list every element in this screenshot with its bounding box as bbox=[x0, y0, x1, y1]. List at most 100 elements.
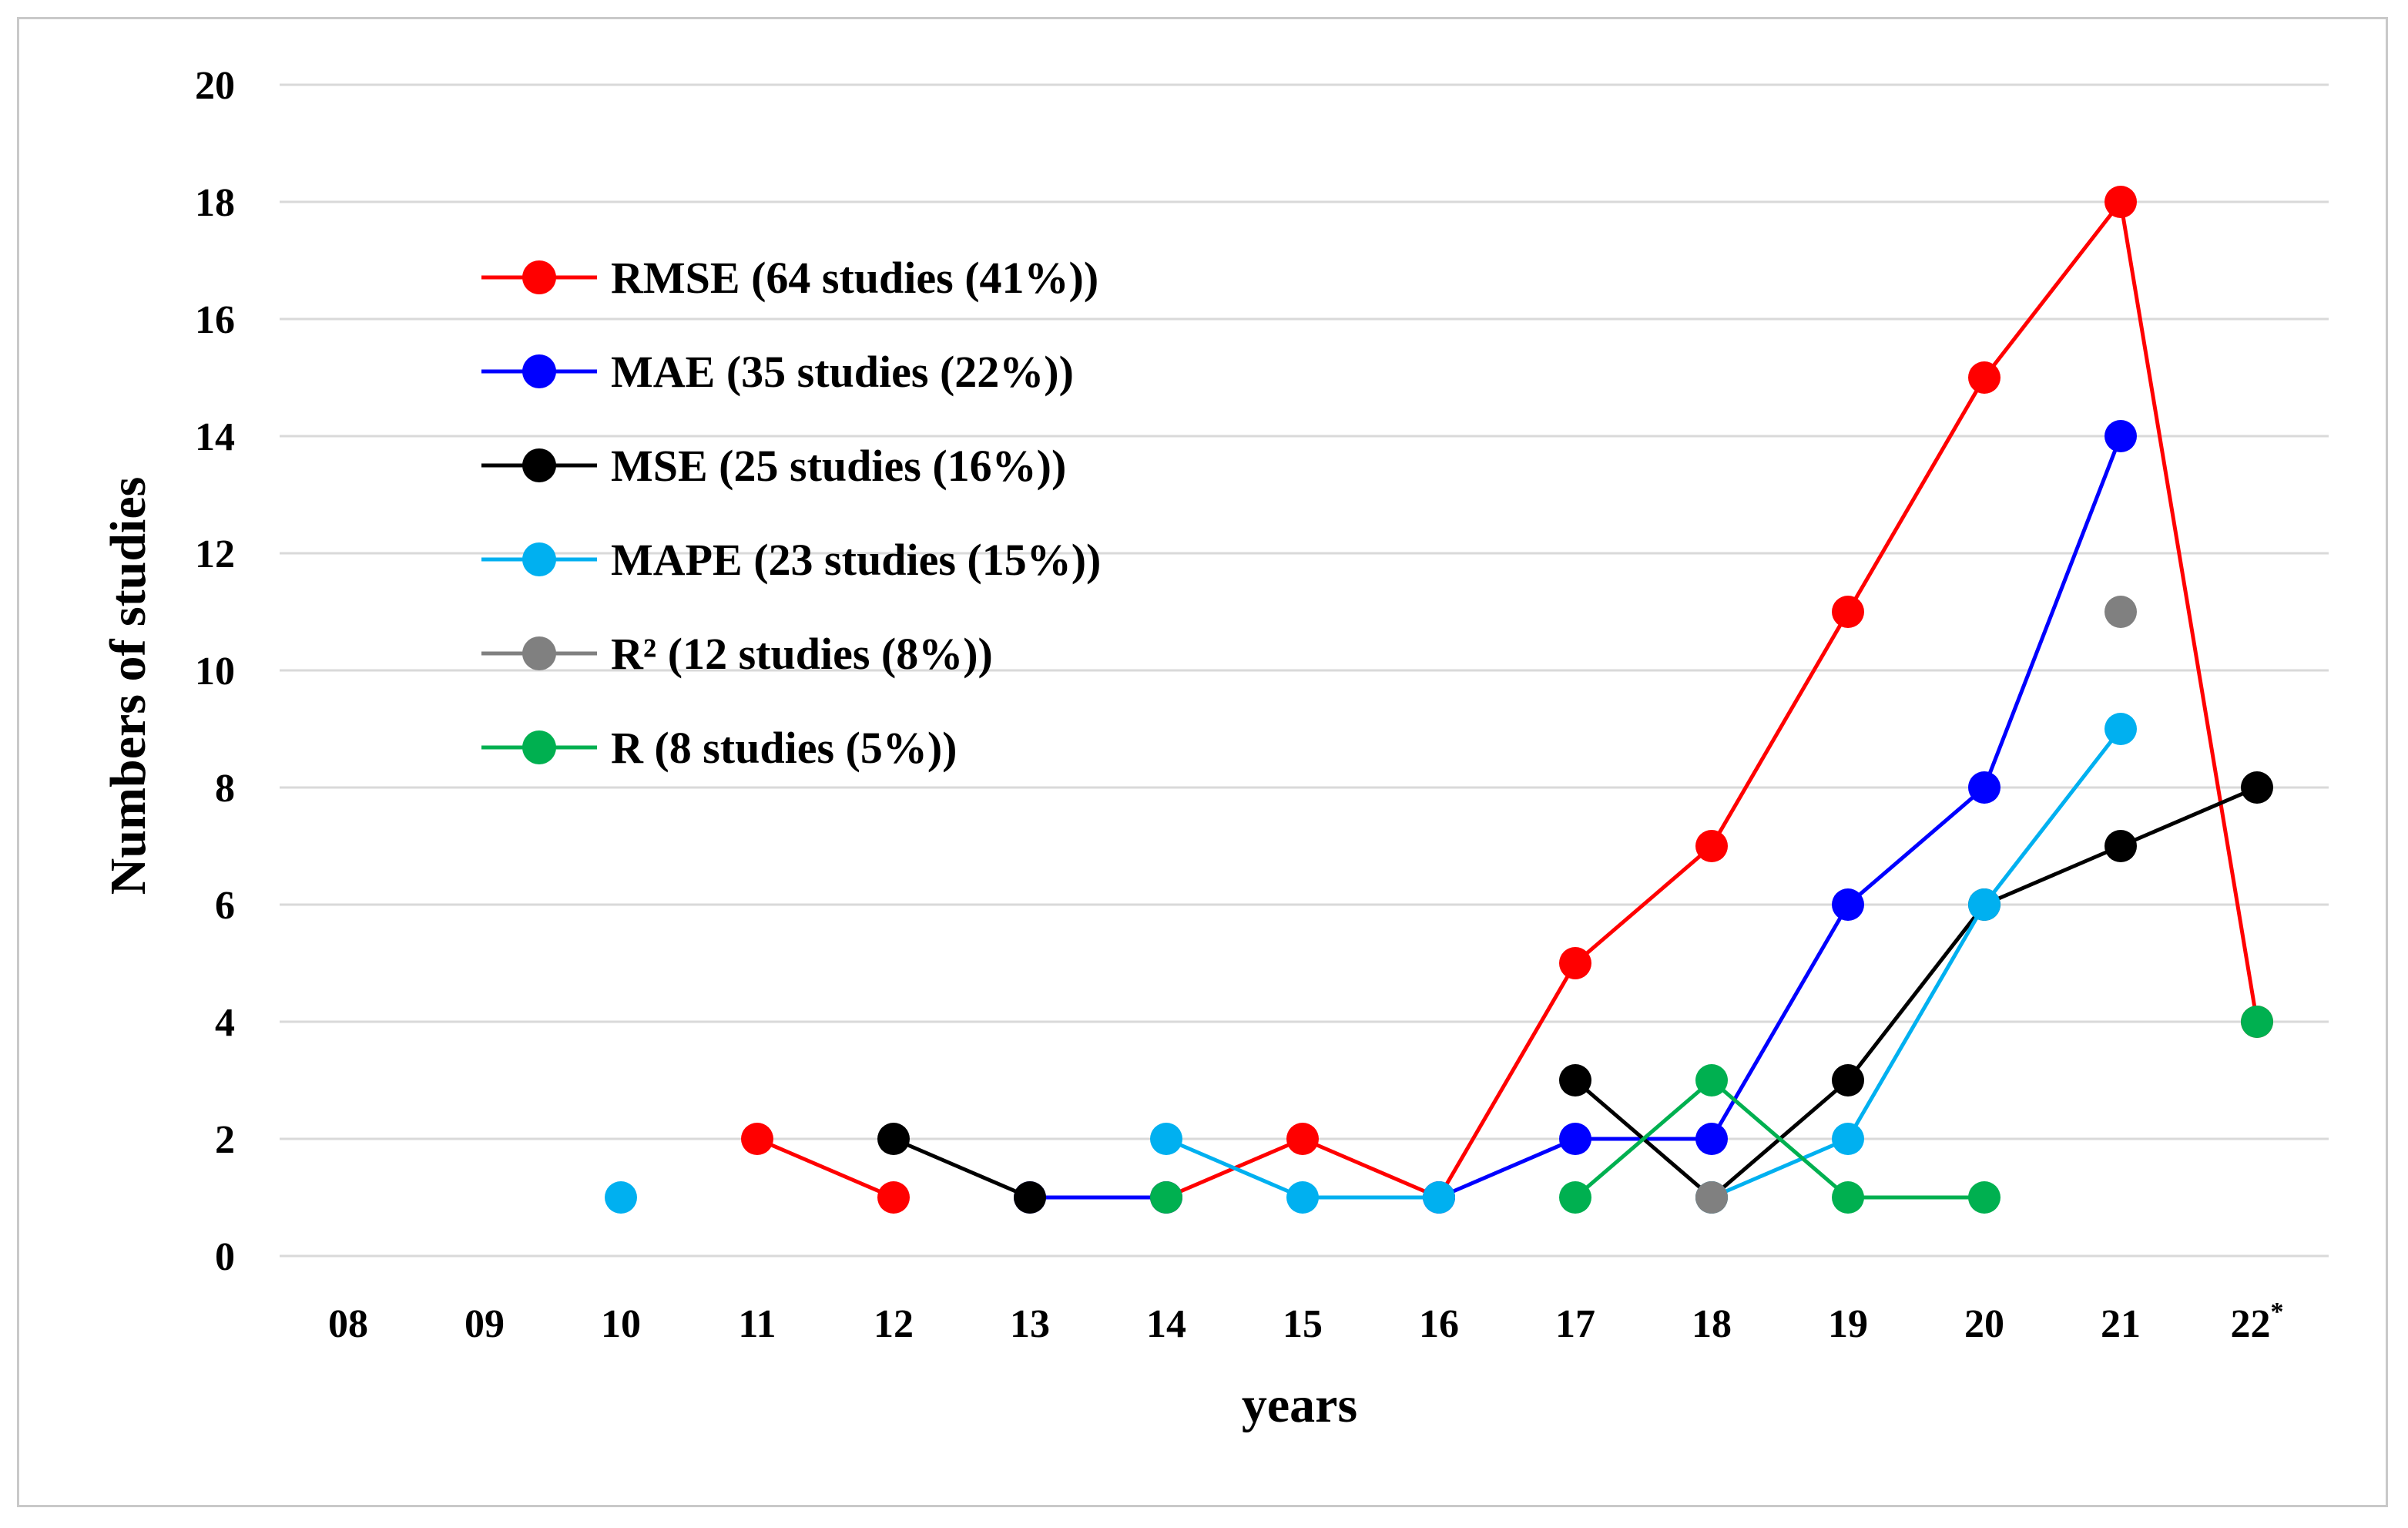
y-tick-label: 14 bbox=[195, 415, 235, 459]
series-4 bbox=[1695, 596, 2137, 1214]
x-tick-label: 10 bbox=[601, 1302, 641, 1346]
data-point bbox=[1559, 1064, 1591, 1096]
series-line-segment bbox=[1710, 1079, 1850, 1199]
y-tick-label: 12 bbox=[195, 532, 235, 576]
y-tick-label: 8 bbox=[215, 767, 235, 811]
series-3 bbox=[605, 713, 2137, 1214]
x-tick-label: 14 bbox=[1146, 1302, 1186, 1346]
data-point bbox=[1832, 1123, 1864, 1155]
series-line-segment bbox=[1846, 376, 1987, 613]
legend-label: R (8 studies (5%)) bbox=[611, 723, 957, 773]
legend-marker bbox=[522, 448, 556, 482]
data-point bbox=[1695, 1181, 1728, 1214]
legend-marker bbox=[522, 260, 556, 294]
y-tick-labels: 0 2 4 6 8 10 12 14 16 18 20 bbox=[195, 64, 235, 1279]
data-point bbox=[877, 1181, 910, 1214]
data-point bbox=[1559, 1123, 1591, 1155]
series-line-segment bbox=[1846, 903, 1987, 1140]
gridlines bbox=[280, 83, 2329, 1258]
data-point bbox=[1968, 361, 2001, 394]
series-line-segment bbox=[1983, 200, 2122, 379]
legend-item: MAPE (23 studies (15%)) bbox=[481, 535, 1101, 585]
data-point bbox=[741, 1123, 773, 1155]
data-point bbox=[2104, 420, 2137, 452]
x-tick-label: 22* bbox=[2231, 1298, 2284, 1346]
legend-item: R (8 studies (5%)) bbox=[481, 723, 957, 773]
data-point bbox=[2241, 771, 2273, 804]
series-5 bbox=[1150, 1006, 2273, 1214]
data-point bbox=[1968, 888, 2001, 921]
legend-item: MSE (25 studies (16%)) bbox=[481, 441, 1066, 491]
series-line-segment bbox=[2120, 785, 2258, 848]
data-point bbox=[1559, 947, 1591, 979]
data-point bbox=[1968, 1181, 2001, 1214]
legend-label: MSE (25 studies (16%)) bbox=[611, 441, 1066, 491]
data-point bbox=[2104, 186, 2137, 218]
x-tick-label: 16 bbox=[1419, 1302, 1459, 1346]
series-line-segment bbox=[1846, 903, 1986, 1082]
data-point bbox=[2104, 596, 2137, 628]
legend-item: RMSE (64 studies (41%)) bbox=[481, 253, 1098, 303]
legend-label: RMSE (64 studies (41%)) bbox=[611, 253, 1098, 303]
series-line-segment bbox=[2118, 201, 2259, 1023]
y-tick-label: 16 bbox=[195, 298, 235, 342]
legend-label: MAE (35 studies (22%)) bbox=[611, 347, 1074, 397]
data-point bbox=[2104, 830, 2137, 862]
data-point bbox=[1150, 1181, 1182, 1214]
data-point bbox=[1832, 1064, 1864, 1096]
data-point bbox=[1832, 596, 1864, 628]
x-tick-label: 12 bbox=[874, 1302, 914, 1346]
data-point bbox=[1832, 1181, 1864, 1214]
data-point bbox=[605, 1181, 637, 1214]
data-point bbox=[2241, 1006, 2273, 1038]
x-tick-labels: 08 09 10 11 12 13 14 15 16 17 18 19 20 21 22* bbox=[328, 1298, 2284, 1346]
data-point bbox=[1286, 1181, 1319, 1214]
legend-label: MAPE (23 studies (15%)) bbox=[611, 535, 1101, 585]
data-point bbox=[2104, 713, 2137, 745]
data-point bbox=[1150, 1123, 1182, 1155]
series-line-segment bbox=[1709, 610, 1850, 848]
legend-marker bbox=[522, 636, 556, 670]
x-axis-title: years bbox=[1242, 1377, 1357, 1433]
x-tick-label: 18 bbox=[1692, 1302, 1732, 1346]
y-tick-label: 20 bbox=[195, 64, 235, 108]
line-chart: 0 2 4 6 8 10 12 14 16 18 20 08 09 10 11 12 13 14 15 16 17 18… bbox=[100, 64, 2329, 1433]
legend-marker bbox=[522, 730, 556, 764]
series-line-segment bbox=[1574, 1079, 1713, 1199]
series-line-segment bbox=[1846, 786, 1986, 906]
data-point bbox=[1286, 1123, 1319, 1155]
data-point bbox=[1695, 830, 1728, 862]
y-axis-title: Numbers of studies bbox=[100, 477, 156, 895]
data-point bbox=[1695, 1123, 1728, 1155]
data-point bbox=[1014, 1181, 1046, 1214]
legend: RMSE (64 studies (41%)) MAE (35 studies (… bbox=[481, 253, 1101, 773]
legend-item: MAE (35 studies (22%)) bbox=[481, 347, 1074, 397]
x-tick-label: 11 bbox=[738, 1302, 776, 1346]
series-line-segment bbox=[1302, 1137, 1440, 1200]
x-tick-label: 19 bbox=[1828, 1302, 1868, 1346]
y-tick-label: 0 bbox=[215, 1235, 235, 1279]
x-tick-label: 15 bbox=[1283, 1302, 1323, 1346]
series-line-segment bbox=[1711, 1137, 1849, 1200]
data-point bbox=[1968, 771, 2001, 804]
x-tick-label: 21 bbox=[2101, 1302, 2141, 1346]
series-line-segment bbox=[893, 1137, 1031, 1200]
series-line-segment bbox=[1984, 844, 2121, 907]
series-line-segment bbox=[1983, 727, 2122, 906]
x-tick-label: 17 bbox=[1555, 1302, 1595, 1346]
series-line-segment bbox=[1982, 435, 2123, 788]
x-tick-label: 13 bbox=[1010, 1302, 1050, 1346]
x-tick-label: 20 bbox=[1964, 1302, 2004, 1346]
series-line-segment bbox=[1165, 1137, 1303, 1200]
x-tick-label: 08 bbox=[328, 1302, 368, 1346]
legend-label: R² (12 studies (8%)) bbox=[611, 629, 993, 679]
x-tick-label: 09 bbox=[464, 1302, 505, 1346]
legend-item: R² (12 studies (8%)) bbox=[481, 629, 993, 679]
series-line-segment bbox=[756, 1137, 894, 1200]
legend-marker bbox=[522, 542, 556, 576]
series-lines bbox=[605, 186, 2273, 1214]
data-point bbox=[1695, 1064, 1728, 1096]
legend-marker bbox=[522, 354, 556, 388]
y-tick-label: 4 bbox=[215, 1001, 235, 1045]
chart-frame: 0 2 4 6 8 10 12 14 16 18 20 08 09 10 11 12 13 14 15 16 17 18… bbox=[17, 17, 2388, 1507]
